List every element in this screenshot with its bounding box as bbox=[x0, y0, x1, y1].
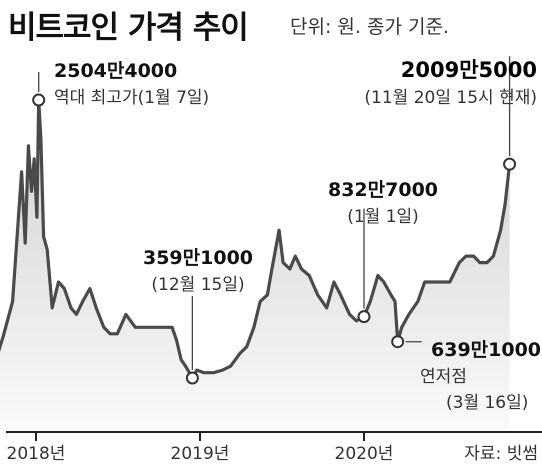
annotation-value: 2504만4000 bbox=[54, 60, 177, 82]
x-tick-label: 2020년 bbox=[335, 444, 394, 464]
price-line bbox=[0, 98, 512, 380]
annotation-value: 639만1000 bbox=[431, 339, 541, 361]
x-tick-label: 2019년 bbox=[171, 444, 230, 464]
annotation-value: 2009만5000 bbox=[401, 58, 537, 82]
annotation-value: 359만1000 bbox=[143, 247, 253, 269]
unit-note: 단위: 원. 종가 기준. bbox=[290, 16, 449, 38]
annotation-value: 832만7000 bbox=[328, 179, 438, 201]
annotation-note: (1월 1일) bbox=[347, 207, 419, 227]
source-label: 자료: 빗썸 bbox=[464, 444, 538, 464]
annotation-note: (12월 15일) bbox=[151, 275, 244, 295]
price-area bbox=[0, 100, 510, 432]
annotation-note-2: (3월 16일) bbox=[446, 393, 528, 413]
annotation-note: (11월 20일 15시 현재) bbox=[364, 88, 537, 108]
annotation-note: 역대 최고가(1월 7일) bbox=[54, 88, 209, 108]
annotation-marker bbox=[391, 335, 405, 349]
annotation-marker bbox=[185, 371, 199, 385]
annotation-note: 연저점 bbox=[420, 367, 467, 387]
x-tick-label: 2018년 bbox=[7, 444, 66, 464]
annotation-marker bbox=[503, 157, 517, 171]
annotation-marker bbox=[32, 93, 46, 107]
chart-title: 비트코인 가격 추이 bbox=[8, 10, 249, 46]
annotation-marker bbox=[357, 310, 371, 324]
